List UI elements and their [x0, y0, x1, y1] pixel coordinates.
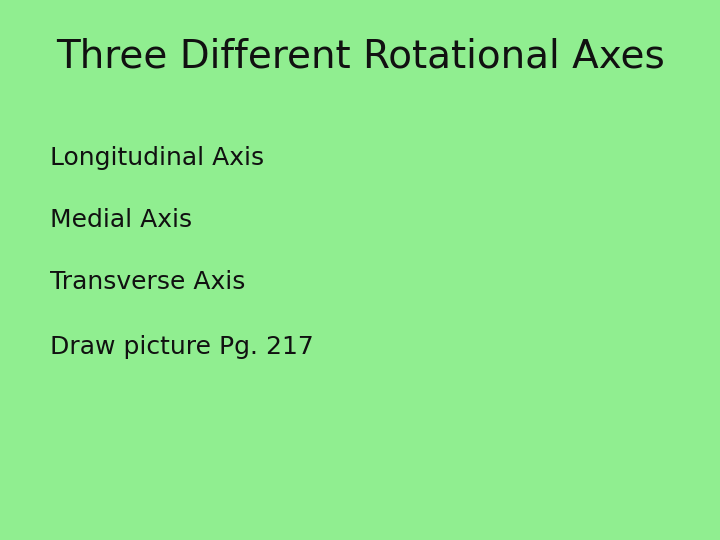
Text: Three Different Rotational Axes: Three Different Rotational Axes — [55, 38, 665, 76]
Text: Transverse Axis: Transverse Axis — [50, 270, 246, 294]
Text: Draw picture Pg. 217: Draw picture Pg. 217 — [50, 335, 314, 359]
Text: Medial Axis: Medial Axis — [50, 208, 192, 232]
Text: Longitudinal Axis: Longitudinal Axis — [50, 146, 264, 170]
